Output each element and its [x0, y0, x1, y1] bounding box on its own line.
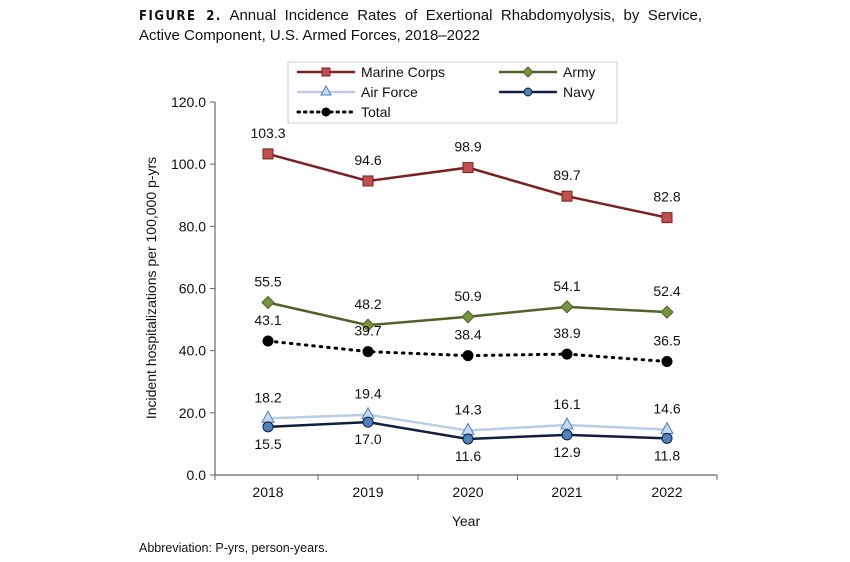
legend-label: Air Force	[361, 84, 418, 100]
data-label: 17.0	[354, 431, 381, 447]
series-line	[266, 339, 669, 364]
x-tick-label: 2020	[452, 484, 483, 500]
data-label: 98.9	[454, 139, 481, 155]
data-point	[561, 348, 573, 360]
data-point	[321, 67, 331, 77]
y-axis-label: Incident hospitalizations per 100,000 p-…	[143, 157, 159, 419]
y-tick-label: 20.0	[179, 405, 206, 421]
data-point	[561, 190, 573, 202]
figure-label: FIGURE 2.	[139, 9, 222, 24]
y-tick-label: 60.0	[179, 281, 206, 297]
data-point	[462, 350, 474, 362]
data-point	[560, 300, 574, 314]
data-point	[321, 107, 331, 117]
x-tick-label: 2022	[651, 484, 682, 500]
data-label: 94.6	[354, 152, 381, 168]
data-label: 55.5	[254, 273, 281, 289]
series-marine-corps: 103.3 94.6 98.9 89.7 82.8	[250, 125, 681, 224]
data-point	[361, 318, 375, 332]
figure-title: FIGURE 2. Annual Incidence Rates of Exer…	[139, 6, 702, 45]
data-point	[660, 305, 674, 319]
data-point	[261, 410, 275, 423]
data-label: 19.4	[354, 386, 381, 402]
data-point	[262, 421, 274, 433]
data-point	[262, 335, 274, 347]
data-point	[261, 295, 275, 310]
data-label: 54.1	[553, 278, 580, 294]
legend: Marine Corps Army Air Force Navy Total	[287, 61, 618, 124]
data-point	[320, 84, 332, 96]
data-label: 89.7	[553, 167, 580, 183]
data-point	[462, 433, 474, 445]
data-point	[661, 356, 673, 368]
data-label: 43.1	[254, 312, 281, 328]
data-point	[522, 66, 534, 78]
legend-item: Army	[498, 64, 596, 80]
data-point	[661, 212, 673, 224]
data-label: 39.7	[354, 323, 381, 339]
y-tick-label: 40.0	[179, 343, 206, 359]
data-label: 12.9	[553, 444, 580, 460]
x-axis-label: Year	[452, 513, 481, 529]
data-point	[362, 346, 374, 358]
series-total: 43.1 39.7 38.4 38.9 36.5	[254, 312, 681, 368]
data-label: 82.8	[653, 189, 680, 205]
data-point	[661, 432, 673, 444]
data-label: 103.3	[250, 125, 285, 141]
data-label: 52.4	[653, 283, 680, 299]
legend-item: Navy	[498, 84, 595, 100]
data-label: 16.1	[553, 396, 580, 412]
data-label: 11.8	[654, 447, 680, 463]
legend-label: Army	[563, 64, 596, 80]
legend-item: Total	[296, 104, 391, 120]
y-tick-label: 80.0	[179, 218, 206, 234]
legend-label: Marine Corps	[361, 64, 445, 80]
series-air-force: 18.2 19.4 14.3 16.1 14.6	[254, 386, 681, 436]
figure-title-text: Annual Incidence Rates of Exertional Rha…	[139, 7, 702, 44]
data-point	[523, 87, 533, 97]
data-label: 18.2	[254, 389, 281, 405]
y-tick-label: 120.0	[171, 94, 206, 110]
data-label: 48.2	[354, 296, 381, 312]
data-label: 36.5	[653, 333, 680, 349]
data-point	[461, 310, 475, 324]
y-tick-label: 100.0	[171, 156, 206, 172]
data-label: 15.5	[254, 436, 281, 452]
legend-label: Total	[361, 104, 391, 120]
y-tick-label: 0.0	[187, 467, 207, 483]
data-label: 50.9	[454, 288, 481, 304]
data-label: 14.3	[454, 402, 481, 418]
series-navy: 15.5 17.0 11.6 12.9 11.8	[254, 416, 680, 464]
data-point	[362, 416, 374, 428]
legend-item: Air Force	[296, 84, 418, 100]
series-army: 55.5 48.2 50.9 54.1 52.4	[254, 273, 681, 332]
x-tick-label: 2018	[252, 484, 283, 500]
data-label: 11.6	[455, 448, 481, 464]
data-label: 14.6	[653, 401, 680, 417]
legend-item: Marine Corps	[296, 64, 445, 80]
data-point	[362, 175, 374, 187]
data-label: 38.9	[553, 325, 580, 341]
legend-label: Navy	[563, 84, 595, 100]
x-tick-label: 2019	[352, 484, 383, 500]
data-point	[262, 148, 274, 160]
x-tick-label: 2021	[551, 484, 582, 500]
data-point	[560, 416, 574, 430]
data-point	[660, 421, 674, 435]
abbreviation-note: Abbreviation: P-yrs, person-years.	[139, 541, 328, 555]
data-point	[561, 429, 573, 441]
data-label: 38.4	[454, 327, 481, 343]
data-point	[462, 162, 474, 174]
